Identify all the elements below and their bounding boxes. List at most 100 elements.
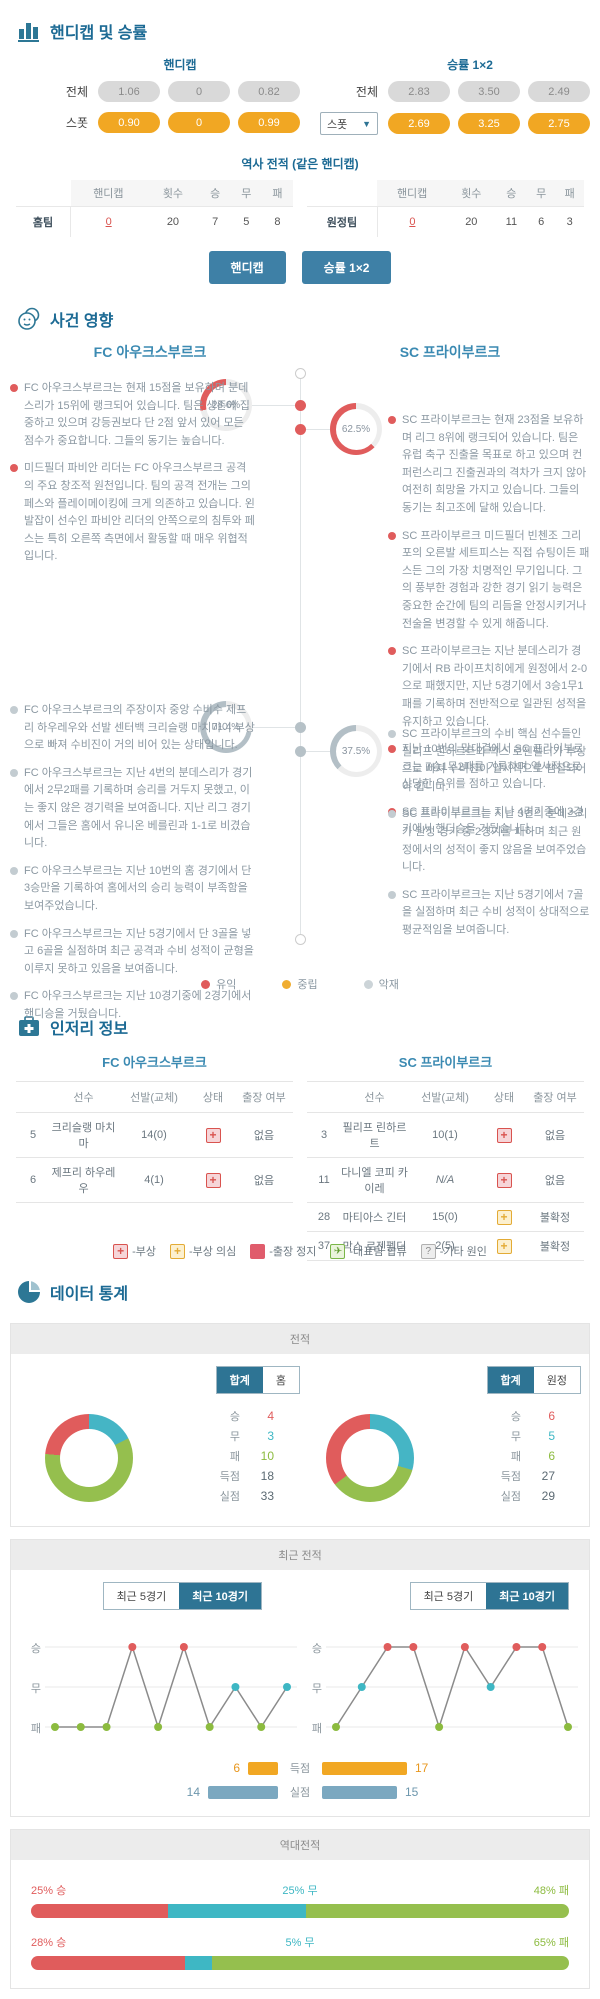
injury-status-icon: + [496, 1238, 512, 1254]
player-name: 다니엘 코피 카이레 [341, 1167, 408, 1195]
timeline-dot-home-good [295, 400, 306, 411]
injury-section-title: 인저리 정보 [50, 1021, 129, 1038]
event-bullet: SC 프라이부르크의 수비 핵심 선수들인 필리프 린하르트와 막스 로젠펠더가… [388, 726, 590, 796]
event-bullet: SC 프라이부르크는 현재 23점을 보유하며 리그 8위에 랭크되어 있습니다… [388, 412, 590, 518]
home-record-toggle: 합계 홈 [215, 1366, 300, 1394]
event-bullet: SC 프라이부르크는 지난 분데스리가 경기에서 RB 라이프치히에게 원정에서… [388, 643, 590, 731]
event-bullet: 지난 10번의 맞대결에서 SC 프라이부르크는 7승1무2패를 기록하며 역사… [388, 741, 590, 794]
goals-for-label: 득점 [289, 1763, 311, 1775]
h2h-row2-bar [31, 1956, 569, 1970]
away-goals-for-bar [322, 1761, 407, 1775]
timeline-node-bottom [295, 934, 306, 945]
home-injury-team-name: FC 아우크스부르크 [102, 1055, 207, 1070]
timeline-dot-away-good [295, 424, 306, 435]
away-negative-list: SC 프라이부르크의 수비 핵심 선수들인 필리프 린하르트와 막스 로젠펠더가… [388, 726, 590, 950]
injury-status-icon: + [496, 1127, 512, 1143]
table-row: 11 다니엘 코피 카이레 N/A + 없음 [307, 1157, 584, 1202]
handicap-button[interactable]: 핸디캡 [208, 251, 286, 284]
spot-label: 스폿 [65, 116, 88, 130]
injury-status-icon: + [205, 1172, 221, 1188]
winrate-total-draw-odd: 3.50 [458, 81, 520, 102]
toggle-last10[interactable]: 최근 10경기 [179, 1583, 261, 1609]
player-name: 필리프 린하르트 [342, 1122, 407, 1150]
player-name: 마티아스 긴터 [342, 1212, 407, 1224]
toggle-last5[interactable]: 최근 5경기 [103, 1583, 180, 1609]
home-record-donut [45, 1414, 133, 1502]
home-injury-col: FC 아우크스부르크 선수 선발(교체) 상태 출장 여부 5 크리슬랭 마치마… [16, 1048, 293, 1229]
chevron-down-icon: ▼ [362, 118, 371, 129]
stats-section-header: 데이터 통계 [0, 1261, 600, 1311]
events-away-team-name: SC 프라이부르크 [399, 344, 501, 360]
home-injury-table: 선수 선발(교체) 상태 출장 여부 5 크리슬랭 마치마 14(0) + 없음… [16, 1081, 293, 1229]
bad-dot-icon [363, 979, 373, 989]
injury-legend: + -부상 + -부상 의심 -출장 정지 ✈ -대표팀 합류 ? -기타 원인 [0, 1243, 600, 1259]
home-positive-list: FC 아우크스부르크는 현재 15점을 보유하며 분데스리가 15위에 랭크되어… [10, 380, 256, 576]
winrate-spot-home-odd: 2.69 [388, 113, 450, 134]
handicap-odds-group: 핸디캡 전체 1.06 0 0.82 스폿 0.90 0 0.99 [10, 52, 300, 145]
toggle-total[interactable]: 합계 [487, 1367, 534, 1393]
home-goals-for-value: 6 [233, 1761, 240, 1775]
home-positive-donut: 28.6% [200, 379, 252, 431]
away-record-donut [326, 1414, 414, 1502]
home-goals-against-value: 14 [186, 1785, 200, 1799]
handicap-total-away-odd: 0.82 [238, 81, 300, 102]
injury-status-icon: + [205, 1127, 221, 1143]
event-bullet: FC 아우크스부르크는 현재 15점을 보유하며 분데스리가 15위에 랭크되어… [10, 380, 256, 450]
other-question-icon: ? [420, 1243, 436, 1259]
home-form-chart: 승 무 패 [19, 1632, 300, 1742]
away-history-table: 핸디캡 횟수 승 무 패 원정팀 0 20 11 6 3 [307, 180, 584, 237]
event-bullet: FC 아우크스부르크는 지난 4번의 분데스리가 경기에서 2무2패를 기록하며… [10, 765, 256, 853]
away-injury-table: 선수 선발(교체) 상태 출장 여부 3 필리프 린하르트 10(1) + 없음… [307, 1081, 584, 1261]
handicap-total-home-odd: 1.06 [98, 81, 160, 102]
away-team-label: 원정팀 [307, 206, 378, 237]
recent-panel: 최근 전적 최근 5경기 최근 10경기 최근 5경기 최근 10경기 승 무 [10, 1539, 590, 1817]
injury-status-icon: + [496, 1172, 512, 1188]
events-section-title: 사건 영향 [50, 313, 114, 330]
away-handicap-link[interactable]: 0 [409, 216, 416, 228]
player-name: 막스 로젠펠더 [342, 1241, 407, 1253]
suspended-icon [250, 1243, 266, 1259]
winrate-total-away-odd: 2.49 [528, 81, 590, 102]
neutral-dot-icon [282, 979, 292, 989]
toggle-home[interactable]: 홈 [262, 1367, 299, 1393]
h2h-row1-bar [31, 1904, 569, 1918]
event-bullet: SC 프라이부르크는 지난 5경기에서 7골을 실점하며 최근 수비 성적이 상… [388, 887, 590, 940]
toggle-away[interactable]: 원정 [533, 1367, 580, 1393]
event-bullet: FC 아우크스부르크는 지난 10경기중에 2경기에서 핸디승을 거뒀습니다. [10, 988, 256, 1023]
winrate-button[interactable]: 승률 1×2 [301, 251, 392, 284]
history-record-title: 역사 전적 (같은 핸디캡) [241, 157, 359, 171]
spot-dropdown[interactable]: 스폿 ▼ [320, 112, 378, 135]
toggle-last10[interactable]: 최근 10경기 [486, 1583, 568, 1609]
timeline-dot-away-bad [295, 746, 306, 757]
handicap-total-line-odd: 0 [168, 81, 230, 102]
timeline-node-top [295, 368, 306, 379]
winrate-total-home-odd: 2.83 [388, 81, 450, 102]
h2h-panel: 역대전적 25% 승 25% 무 48% 패 28% 승 5% 무 65% 패 [10, 1829, 590, 1989]
away-goals-against-bar [322, 1785, 397, 1799]
event-bullet: FC 아우크스부르크의 주장이자 중앙 수비수 제프리 하우레우와 선발 센터백… [10, 702, 256, 755]
toggle-total[interactable]: 합계 [216, 1367, 263, 1393]
table-row: 28 마티아스 긴터 15(0) + 불확정 [307, 1202, 584, 1231]
doubt-plus-icon: + [169, 1243, 185, 1259]
table-row: 홈팀 0 20 7 5 8 [16, 206, 293, 237]
toggle-last5[interactable]: 최근 5경기 [410, 1583, 487, 1609]
player-name: 제프리 하우레우 [51, 1167, 116, 1195]
pie-chart-icon [18, 1281, 40, 1303]
event-legend: 유익 중립 악재 [0, 964, 600, 996]
home-history-table: 핸디캡 횟수 승 무 패 홈팀 0 20 7 5 8 [16, 180, 293, 237]
injury-plus-icon: + [113, 1243, 129, 1259]
home-negative-donut: 71.4% [200, 701, 252, 753]
away-positive-donut: 62.5% [330, 403, 382, 455]
history-tables: 핸디캡 횟수 승 무 패 홈팀 0 20 7 5 8 핸디캡 횟수 승 무 패 … [0, 180, 600, 237]
table-row: 5 크리슬랭 마치마 14(0) + 없음 [16, 1112, 293, 1157]
home-handicap-link[interactable]: 0 [105, 216, 112, 228]
h2h-row1-labels: 25% 승 25% 무 48% 패 [31, 1885, 569, 1897]
table-row: 원정팀 0 20 11 6 3 [307, 206, 584, 237]
event-bullet: 미드필더 파비안 리더는 FC 아우크스부르크 공격의 주요 창조적 원천입니다… [10, 460, 256, 566]
event-bullet: FC 아우크스부르크는 지난 5경기에서 단 3골을 넣고 6골을 실점하며 최… [10, 926, 256, 979]
away-negative-donut: 37.5% [330, 725, 382, 777]
